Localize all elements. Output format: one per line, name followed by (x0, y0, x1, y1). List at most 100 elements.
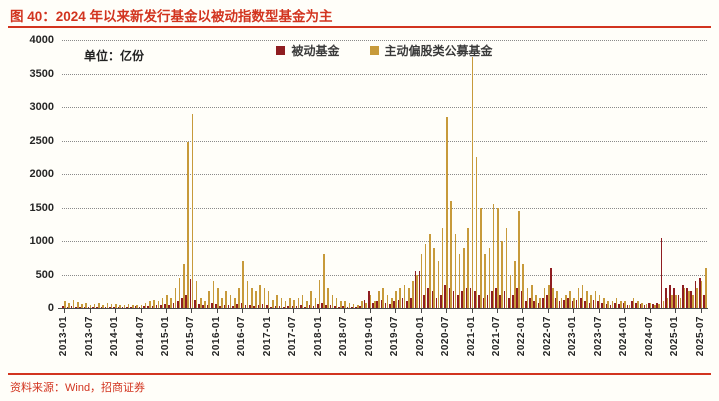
bar-active-fund (382, 287, 385, 308)
unit-label: 单位：亿份 (84, 49, 145, 63)
bar-active-fund (191, 113, 194, 308)
bar-active-fund (208, 291, 211, 308)
bar-active-fund (323, 254, 325, 308)
bar-active-fund (127, 303, 130, 308)
bar-passive-fund (109, 306, 111, 308)
bar-passive-fund (376, 301, 378, 308)
bar-passive-fund (410, 297, 412, 308)
bar-active-fund (671, 294, 673, 308)
bar-active-fund (72, 299, 75, 308)
bar-passive-fund (308, 304, 311, 308)
bar-passive-fund (155, 305, 158, 308)
bar-passive-fund (96, 306, 98, 308)
bar-active-fund (509, 274, 512, 308)
y-tick-label: 2500 (29, 134, 54, 147)
bar-passive-fund (427, 287, 429, 308)
bar-passive-fund (83, 306, 86, 308)
bar-passive-fund (333, 306, 336, 308)
bar-passive-fund (134, 306, 137, 308)
gridline (62, 40, 707, 41)
bar-passive-fund (584, 301, 586, 308)
x-axis-tick (293, 309, 295, 313)
bar-active-fund (187, 141, 189, 308)
bar-passive-fund (664, 287, 667, 308)
bar-passive-fund (503, 291, 506, 308)
bar-passive-fund (126, 306, 128, 308)
bar-passive-fund (138, 306, 141, 308)
bar-active-fund (700, 281, 703, 308)
bar-passive-fund (401, 297, 404, 308)
bar-active-fund (598, 294, 601, 308)
bar-active-fund (611, 301, 614, 308)
bar-passive-fund (626, 304, 629, 308)
y-tick-label: 3500 (29, 67, 54, 80)
bar-passive-fund (592, 299, 595, 308)
bar-active-fund (437, 261, 440, 308)
bar-passive-fund (62, 306, 64, 308)
x-axis-tick (64, 309, 66, 313)
x-tick-label: 2023-01 (567, 316, 579, 357)
x-axis-tick (649, 309, 651, 313)
gridline (62, 174, 707, 175)
bar-active-fund (123, 305, 126, 308)
bar-passive-fund (206, 304, 209, 308)
x-tick-label: 2015-01 (160, 316, 171, 357)
bar-active-fund (276, 294, 278, 308)
bar-active-fund (547, 284, 550, 308)
bar-passive-fund (558, 301, 561, 308)
x-axis-tick (497, 309, 498, 313)
bar-active-fund (441, 227, 444, 308)
bar-passive-fund (444, 284, 446, 308)
bar-active-fund (522, 264, 525, 308)
bar-passive-fund (647, 303, 650, 308)
bar-active-fund (471, 56, 474, 308)
bar-active-fund (297, 297, 300, 308)
bar-active-fund (497, 207, 499, 308)
bar-passive-fund (350, 307, 353, 308)
bar-passive-fund (384, 302, 387, 308)
bar-passive-fund (669, 284, 671, 308)
bar-active-fund (149, 301, 151, 308)
bar-passive-fund (673, 287, 676, 308)
bar-passive-fund (223, 304, 226, 308)
legend-item: 被动基金 (276, 42, 340, 59)
x-tick-label: 2025-07 (694, 316, 706, 357)
bar-passive-fund (253, 306, 255, 308)
gridline (62, 140, 707, 142)
bar-active-fund (195, 281, 198, 308)
bar-passive-fund (601, 302, 603, 308)
bar-active-fund (280, 297, 283, 308)
legend-swatch-icon (369, 46, 379, 55)
bar-active-fund (492, 204, 495, 308)
bar-passive-fund (435, 297, 438, 308)
bar-active-fund (658, 303, 660, 308)
bar-active-fund (331, 294, 334, 308)
bar-passive-fund (117, 307, 120, 308)
legend-swatch-icon (276, 46, 286, 55)
bar-passive-fund (92, 307, 94, 308)
bar-active-fund (157, 301, 160, 308)
bar-passive-fund (609, 304, 612, 308)
x-axis-tick (216, 309, 218, 313)
bar-active-fund (174, 287, 177, 308)
x-axis-tick (446, 309, 447, 313)
bar-passive-fund (571, 301, 574, 308)
bar-active-fund (212, 281, 215, 308)
bar-active-fund (573, 297, 575, 308)
bar-active-fund (666, 297, 669, 308)
bar-passive-fund (151, 306, 154, 308)
bar-active-fund (136, 305, 138, 308)
bar-passive-fund (261, 303, 264, 308)
bar-active-fund (692, 294, 694, 308)
bar-passive-fund (121, 307, 124, 308)
bar-passive-fund (605, 303, 608, 308)
bar-passive-fund (232, 306, 234, 308)
bar-passive-fund (274, 306, 277, 308)
bar-passive-fund (393, 301, 395, 308)
x-axis-tick (318, 309, 320, 313)
bar-active-fund (68, 302, 71, 308)
y-tick-label: 500 (35, 268, 54, 281)
x-tick-label: 2021-01 (465, 316, 477, 357)
bar-passive-fund (181, 297, 183, 308)
bar-active-fund (221, 297, 223, 308)
